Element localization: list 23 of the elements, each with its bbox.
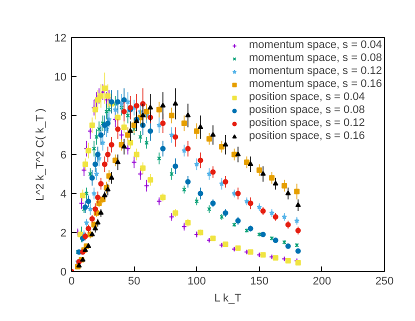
- x-tick-label: 250: [375, 276, 394, 288]
- y-tick-label: 12: [54, 32, 67, 44]
- legend-label: momentum space, s = 0.12: [249, 65, 382, 77]
- y-axis-title: L^2 k_T^2 C( k_T ): [34, 108, 46, 201]
- x-axis-title: L k_T: [214, 292, 242, 304]
- legend-label: position space, s = 0.08: [249, 104, 365, 116]
- y-tick-label: 2: [60, 228, 67, 240]
- legend-label: momentum space, s = 0.08: [249, 52, 382, 64]
- x-tick-label: 100: [188, 276, 206, 288]
- y-tick-label: 0: [60, 266, 67, 278]
- legend-label: momentum space, s = 0.04: [249, 39, 382, 51]
- legend-label: position space, s = 0.16: [249, 130, 365, 142]
- x-tick-label: 150: [250, 276, 268, 288]
- x-tick-label: 50: [128, 276, 140, 288]
- x-tick-label: 200: [312, 276, 332, 288]
- y-tick-label: 8: [60, 110, 67, 122]
- y-tick-label: 10: [54, 72, 67, 84]
- legend-label: position space, s = 0.04: [249, 91, 365, 103]
- y-tick-label: 4: [60, 188, 67, 200]
- y-tick-label: 6: [60, 150, 67, 162]
- legend-label: position space, s = 0.12: [249, 117, 365, 129]
- x-tick-label: 0: [68, 276, 75, 288]
- legend-label: momentum space, s = 0.16: [249, 78, 382, 90]
